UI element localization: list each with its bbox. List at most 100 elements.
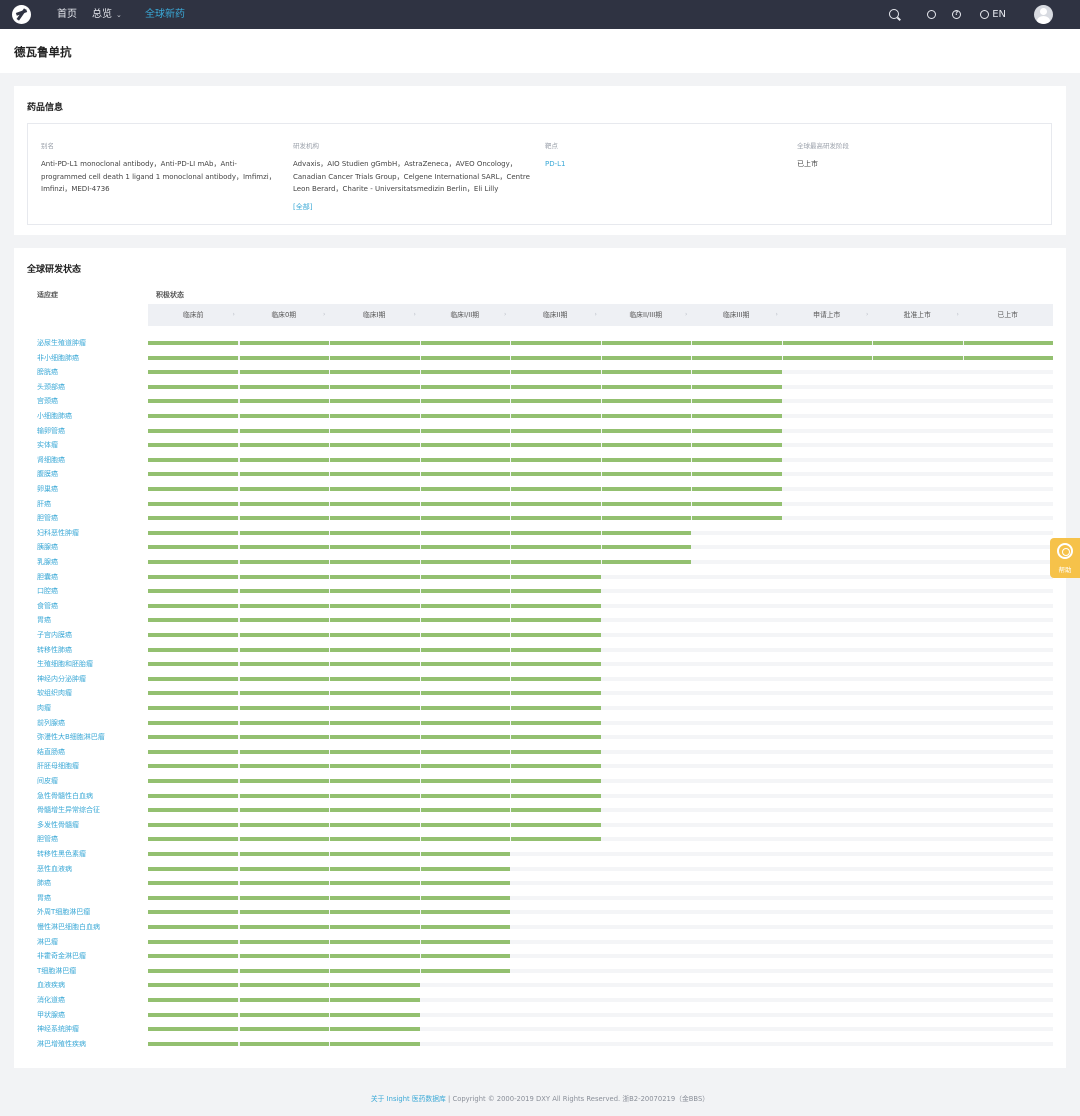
progress-track bbox=[148, 457, 1053, 462]
indication-link[interactable]: 非霍奇金淋巴瘤 bbox=[37, 952, 86, 961]
indication-link[interactable]: 小细胞肺癌 bbox=[37, 412, 72, 420]
help-widget[interactable]: 帮助 bbox=[1050, 538, 1080, 578]
progress-segment bbox=[511, 647, 601, 652]
indication-link[interactable]: 乳腺癌 bbox=[37, 558, 58, 566]
progress-segment bbox=[148, 852, 238, 856]
progress-segment bbox=[239, 866, 329, 871]
progress-track bbox=[148, 1012, 1053, 1017]
avatar[interactable] bbox=[1034, 5, 1053, 24]
indication-link[interactable]: 口腔癌 bbox=[37, 587, 58, 596]
nav-global-new-drugs[interactable]: 全球新药 bbox=[145, 9, 185, 20]
progress-segment bbox=[330, 764, 420, 769]
indication-link[interactable]: 结直肠癌 bbox=[37, 747, 65, 756]
logo-icon[interactable] bbox=[12, 5, 31, 24]
indication-link[interactable]: 转移性肺癌 bbox=[37, 645, 72, 654]
nav-overview-label: 总览 bbox=[92, 9, 112, 20]
progress-segment bbox=[239, 822, 329, 827]
indication-link[interactable]: 胆管癌 bbox=[37, 835, 58, 844]
about-link[interactable]: 关于 Insight 医药数据库 bbox=[370, 1095, 446, 1103]
progress-segment bbox=[420, 662, 510, 667]
indication-link[interactable]: T细胞淋巴瘤 bbox=[37, 966, 77, 975]
indication-link[interactable]: 泌尿生殖道肿瘤 bbox=[37, 339, 86, 347]
indication-link[interactable]: 输卵管癌 bbox=[37, 426, 65, 435]
help-icon[interactable]: ? bbox=[952, 0, 961, 29]
progress-segment bbox=[511, 414, 601, 418]
progress-segment bbox=[420, 720, 510, 725]
progress-segment bbox=[239, 530, 329, 535]
indication-link[interactable]: 弥漫性大B细胞淋巴瘤 bbox=[37, 733, 105, 742]
search-icon[interactable] bbox=[889, 9, 899, 19]
indication-link[interactable]: 消化道癌 bbox=[37, 996, 65, 1004]
org-label: 研发机构 bbox=[293, 142, 319, 150]
indication-link[interactable]: 前列腺癌 bbox=[37, 718, 65, 727]
indication-link[interactable]: 外周T细胞淋巴瘤 bbox=[37, 908, 91, 917]
progress-segment bbox=[239, 793, 329, 798]
indication-link[interactable]: 肝胚母细胞瘤 bbox=[37, 762, 79, 771]
nav-home[interactable]: 首页 bbox=[57, 9, 77, 20]
progress-segment bbox=[330, 881, 420, 886]
indication-link[interactable]: 慢性淋巴细胞白血病 bbox=[37, 923, 100, 931]
indication-link[interactable]: 肺癌 bbox=[37, 879, 51, 888]
language-switch[interactable]: EN bbox=[980, 0, 1006, 29]
target-link[interactable]: PD-L1 bbox=[545, 160, 566, 168]
progress-segment bbox=[330, 749, 420, 754]
indication-link[interactable]: 间皮瘤 bbox=[37, 777, 58, 785]
progress-segment bbox=[420, 925, 510, 929]
indication-link[interactable]: 子宫内膜癌 bbox=[37, 631, 72, 639]
indication-link[interactable]: 胰腺癌 bbox=[37, 543, 58, 552]
indication-link[interactable]: 急性骨髓性白血病 bbox=[37, 791, 93, 800]
indication-link[interactable]: 膀胱癌 bbox=[37, 368, 58, 377]
progress-segment bbox=[420, 428, 510, 433]
indication-link[interactable]: 肾细胞癌 bbox=[37, 455, 65, 464]
indication-link[interactable]: 淋巴瘤 bbox=[37, 937, 58, 946]
indication-link[interactable]: 胆管癌 bbox=[37, 514, 58, 523]
progress-segment bbox=[239, 852, 329, 856]
indication-link[interactable]: 胆囊癌 bbox=[37, 572, 58, 581]
indication-link[interactable]: 胃癌 bbox=[37, 616, 51, 625]
indication-link[interactable]: 生殖细胞和胚胎瘤 bbox=[37, 660, 93, 669]
indication-link[interactable]: 甲状腺癌 bbox=[37, 1010, 65, 1019]
indication-link[interactable]: 妇科恶性肿瘤 bbox=[37, 528, 79, 537]
progress-track bbox=[148, 1027, 1053, 1032]
indication-link[interactable]: 卵巢癌 bbox=[37, 485, 58, 493]
indication-link[interactable]: 恶性血液病 bbox=[37, 864, 72, 873]
progress-segment bbox=[239, 808, 329, 813]
indication-link[interactable]: 非小细胞肺癌 bbox=[37, 353, 79, 362]
indication-link[interactable]: 实体瘤 bbox=[37, 441, 58, 450]
progress-segment bbox=[330, 414, 420, 418]
progress-segment bbox=[511, 399, 601, 404]
progress-segment bbox=[330, 560, 420, 564]
indication-link[interactable]: 头颈部癌 bbox=[37, 382, 65, 391]
indication-link[interactable]: 神经系统肿瘤 bbox=[37, 1025, 79, 1034]
nav-overview[interactable]: 总览 ⌄ bbox=[92, 0, 122, 29]
progress-segment bbox=[601, 545, 691, 550]
indication-link[interactable]: 食管癌 bbox=[37, 601, 58, 610]
indication-link[interactable]: 多发性骨髓瘤 bbox=[37, 820, 79, 829]
progress-segment bbox=[420, 545, 510, 550]
progress-segment bbox=[148, 399, 238, 404]
progress-segment bbox=[239, 735, 329, 740]
progress-segment bbox=[239, 895, 329, 900]
indication-link[interactable]: 转移性黑色素瘤 bbox=[37, 850, 86, 858]
copyright: Copyright © 2000-2019 DXY All Rights Res… bbox=[452, 1095, 710, 1103]
indication-link[interactable]: 软组织肉瘤 bbox=[37, 689, 72, 698]
progress-track bbox=[148, 910, 1053, 915]
progress-segment bbox=[239, 1027, 329, 1032]
indication-link[interactable]: 血液疾病 bbox=[37, 981, 65, 990]
progress-segment bbox=[148, 895, 238, 900]
org-more-link[interactable]: [全部] bbox=[293, 202, 313, 211]
progress-track bbox=[148, 764, 1053, 769]
indication-link[interactable]: 骨髓增生异常综合征 bbox=[37, 806, 100, 815]
indication-link[interactable]: 胃癌 bbox=[37, 893, 51, 902]
indication-link[interactable]: 腹膜癌 bbox=[37, 470, 58, 479]
indication-link[interactable]: 淋巴增殖性疾病 bbox=[37, 1039, 86, 1048]
progress-segment bbox=[239, 487, 329, 491]
indication-link[interactable]: 肝癌 bbox=[37, 499, 51, 508]
indication-link[interactable]: 肉瘤 bbox=[37, 704, 51, 712]
indication-link[interactable]: 宫颈癌 bbox=[37, 397, 58, 406]
indication-link[interactable]: 神经内分泌肿瘤 bbox=[37, 674, 86, 683]
progress-track bbox=[148, 793, 1053, 798]
bulb-icon[interactable] bbox=[927, 0, 936, 29]
progress-segment bbox=[511, 341, 601, 345]
chevron-right-icon: › bbox=[413, 311, 416, 318]
